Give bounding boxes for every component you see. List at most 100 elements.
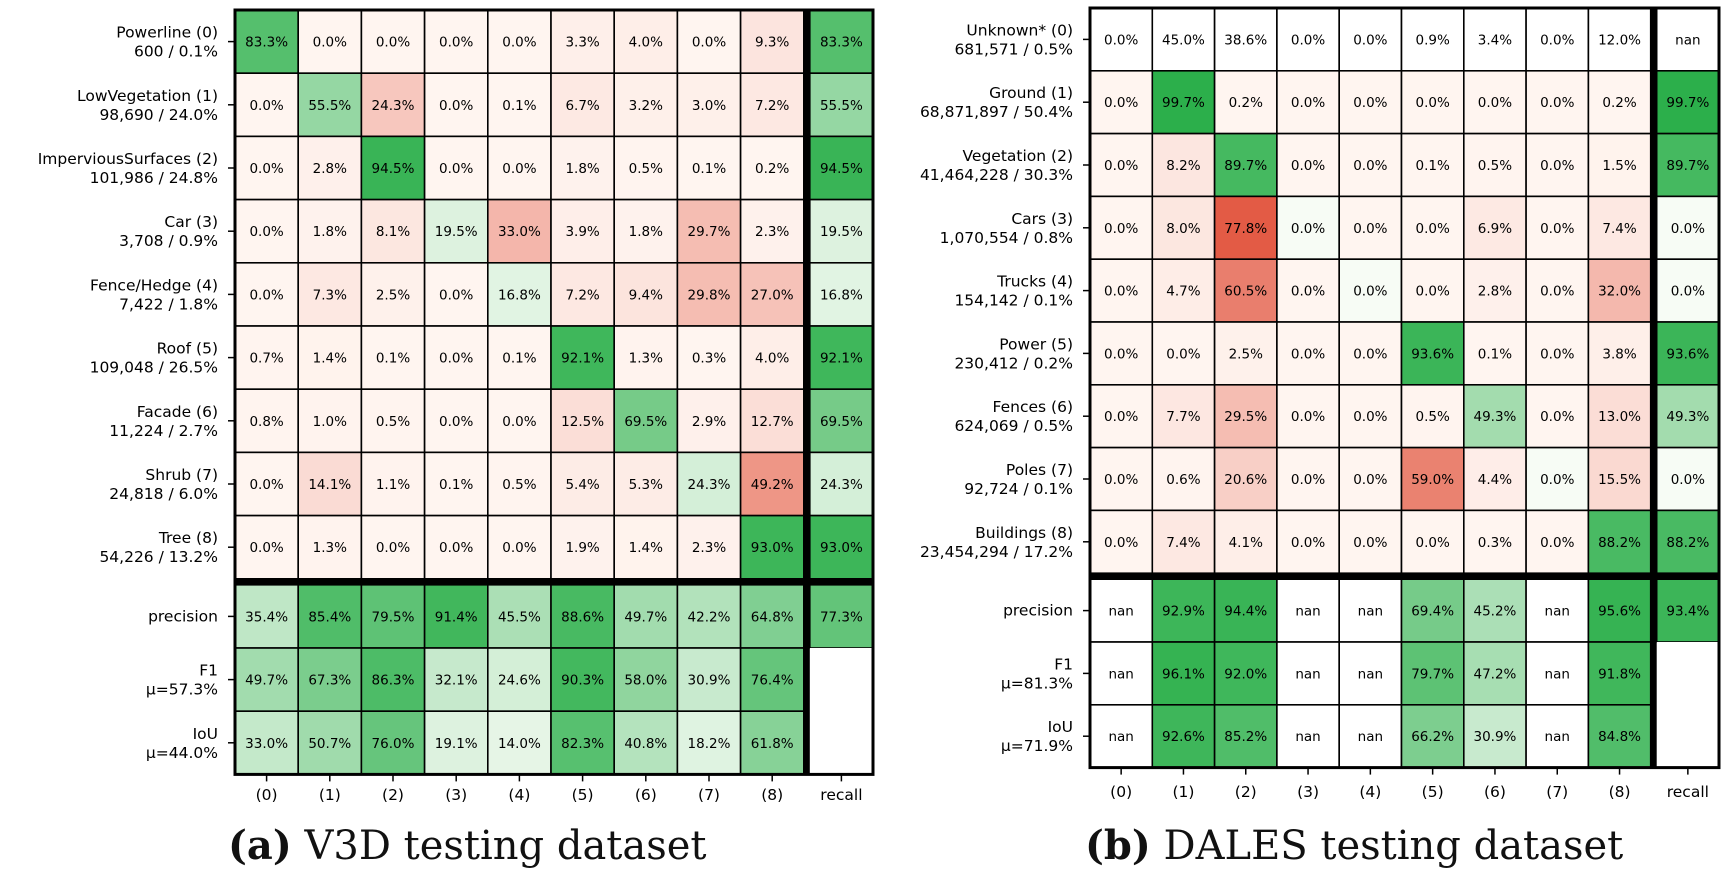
dales-row3-recall-cell — [1655, 195, 1720, 260]
dales-row0-col5-cell — [1400, 7, 1465, 72]
dales-row2-col5-value: 0.1% — [1415, 158, 1449, 174]
dales-IoU-col2-cell — [1213, 703, 1278, 769]
dales-precision-col3-value: nan — [1295, 604, 1320, 620]
v3d-row4-col5-value: 7.2% — [565, 287, 599, 303]
v3d-row1-col6-value: 3.2% — [629, 98, 663, 114]
v3d-precision-col5-cell — [550, 583, 616, 649]
v3d-xtick-9: recall — [820, 786, 862, 804]
v3d-row3-col5-value: 3.9% — [565, 224, 599, 240]
dales-precision-col6-cell — [1462, 578, 1527, 643]
dales-row8-col2-value: 4.1% — [1229, 535, 1263, 551]
dales-precision-col0-value: nan — [1108, 604, 1133, 620]
v3d-F1-col8-value: 76.4% — [751, 673, 794, 689]
dales-row5-col2-value: 2.5% — [1229, 346, 1263, 362]
dales-precision-col6-value: 45.2% — [1474, 604, 1517, 620]
v3d-row1-col2-value: 24.3% — [372, 98, 415, 114]
v3d-row7-col3-cell — [423, 451, 489, 517]
dales-IoU-col6-value: 30.9% — [1474, 729, 1517, 745]
dales-F1-col6-cell — [1462, 641, 1527, 706]
v3d-row5-col2-cell — [360, 325, 426, 391]
v3d-row6-count-label: 11,224 / 2.7% — [109, 422, 218, 440]
v3d-F1-col8-cell — [739, 647, 805, 713]
v3d-row5-col3-value: 0.0% — [439, 351, 473, 367]
v3d-row6-col4-value: 0.0% — [502, 414, 536, 430]
dales-row6-col8-value: 13.0% — [1598, 409, 1641, 425]
v3d-row5-class-label: Roof (5) — [157, 340, 218, 358]
dales-precision-col2-value: 94.4% — [1224, 604, 1267, 620]
v3d-row3-col8-value: 2.3% — [755, 224, 789, 240]
dales-row8-col4-value: 0.0% — [1353, 535, 1387, 551]
v3d-row8-recall-cell — [808, 514, 874, 580]
v3d-row5-col0-value: 0.7% — [249, 351, 283, 367]
dales-IoU-col3-cell — [1276, 703, 1340, 769]
v3d-row4-col7-cell — [676, 261, 742, 327]
dales-row0-col3-value: 0.0% — [1291, 32, 1325, 48]
dales-row6-col0-cell — [1089, 383, 1154, 449]
v3d-F1-col6-cell — [613, 647, 679, 713]
dales-F1-col5-value: 79.7% — [1411, 666, 1454, 682]
dales-row7-col5-value: 59.0% — [1411, 472, 1454, 488]
dales-row7-col2-value: 20.6% — [1224, 472, 1267, 488]
dales-xtick-1: (1) — [1172, 783, 1194, 801]
dales-row3-col5-cell — [1400, 195, 1465, 260]
v3d-row2-col6-value: 0.5% — [629, 161, 663, 177]
v3d-row3-col0-cell — [234, 198, 300, 264]
v3d-precision-col3-value: 91.4% — [435, 609, 478, 625]
dales-F1-col7-value: nan — [1545, 666, 1570, 682]
v3d-F1-mean-label: μ=57.3% — [146, 681, 218, 699]
v3d-row8-col0-cell — [234, 514, 300, 580]
v3d-F1-col0-value: 49.7% — [245, 673, 288, 689]
dales-row7-col8-value: 15.5% — [1598, 472, 1641, 488]
v3d-row6-col7-cell — [676, 388, 742, 454]
v3d-row2-count-label: 101,986 / 24.8% — [90, 169, 218, 187]
dales-row8-col7-value: 0.0% — [1540, 535, 1574, 551]
v3d-row8-col8-value: 93.0% — [751, 540, 794, 556]
v3d-F1-col7-cell — [676, 647, 742, 713]
v3d-row8-col6-value: 1.4% — [629, 540, 663, 556]
v3d-row4-col6-cell — [613, 261, 679, 327]
v3d-xtick-0: (0) — [256, 786, 278, 804]
dales-row3-col4-cell — [1338, 195, 1403, 260]
dales-row1-count-label: 68,871,897 / 50.4% — [920, 103, 1073, 121]
dales-F1-col2-value: 92.0% — [1224, 666, 1267, 682]
v3d-row5-recall-value: 92.1% — [820, 351, 863, 367]
v3d-row4-count-label: 7,422 / 1.8% — [119, 295, 218, 313]
dales-row2-recall-value: 89.7% — [1666, 158, 1709, 174]
dales-F1-col8-cell — [1587, 641, 1652, 706]
confusion-matrix-v3d: 83.3% 0.0% 0.0% 0.0% 0.0% 3.3% 4.0% 0.0% 9.3% 83.… — [0, 0, 880, 810]
dales-row1-col1-value: 99.7% — [1162, 95, 1205, 111]
dales-row7-col6-cell — [1462, 446, 1527, 512]
dales-IoU-col8-cell — [1587, 703, 1652, 769]
v3d-row0-count-label: 600 / 0.1% — [134, 43, 218, 61]
v3d-precision-label: precision — [148, 607, 218, 625]
v3d-F1-col5-cell — [550, 647, 616, 713]
dales-row3-count-label: 1,070,554 / 0.8% — [940, 229, 1073, 247]
dales-row8-col4-cell — [1338, 509, 1403, 574]
v3d-IoU-label: IoU — [193, 725, 218, 743]
v3d-row5-col4-cell — [486, 325, 552, 391]
v3d-precision-col1-value: 85.4% — [308, 609, 351, 625]
dales-IoU-col0-value: nan — [1108, 729, 1133, 745]
dales-xtick-0: (0) — [1110, 783, 1132, 801]
v3d-row0-col4-value: 0.0% — [502, 35, 536, 51]
v3d-row6-col1-value: 1.0% — [313, 414, 347, 430]
v3d-row2-col2-cell — [360, 135, 426, 201]
v3d-row2-col5-cell — [550, 135, 616, 201]
v3d-row3-class-label: Car (3) — [164, 213, 218, 231]
dales-row3-col3-value: 0.0% — [1291, 221, 1325, 237]
v3d-row7-col8-value: 49.2% — [751, 477, 794, 493]
dales-row0-col6-cell — [1462, 7, 1527, 72]
dales-row6-recall-value: 49.3% — [1666, 409, 1709, 425]
dales-row0-class-label: Unknown* (0) — [966, 21, 1073, 39]
dales-row4-col3-value: 0.0% — [1291, 284, 1325, 300]
v3d-row2-recall-cell — [808, 135, 874, 201]
v3d-row2-col8-value: 0.2% — [755, 161, 789, 177]
dales-row1-col6-cell — [1462, 70, 1527, 135]
v3d-precision-col2-value: 79.5% — [372, 609, 415, 625]
v3d-row3-count-label: 3,708 / 0.9% — [119, 232, 218, 250]
v3d-row6-col6-value: 69.5% — [624, 414, 667, 430]
v3d-IoU-col2-value: 76.0% — [372, 736, 415, 752]
dales-row2-col3-cell — [1276, 132, 1340, 198]
v3d-row1-col1-value: 55.5% — [308, 98, 351, 114]
v3d-row1-recall-value: 55.5% — [820, 98, 863, 114]
